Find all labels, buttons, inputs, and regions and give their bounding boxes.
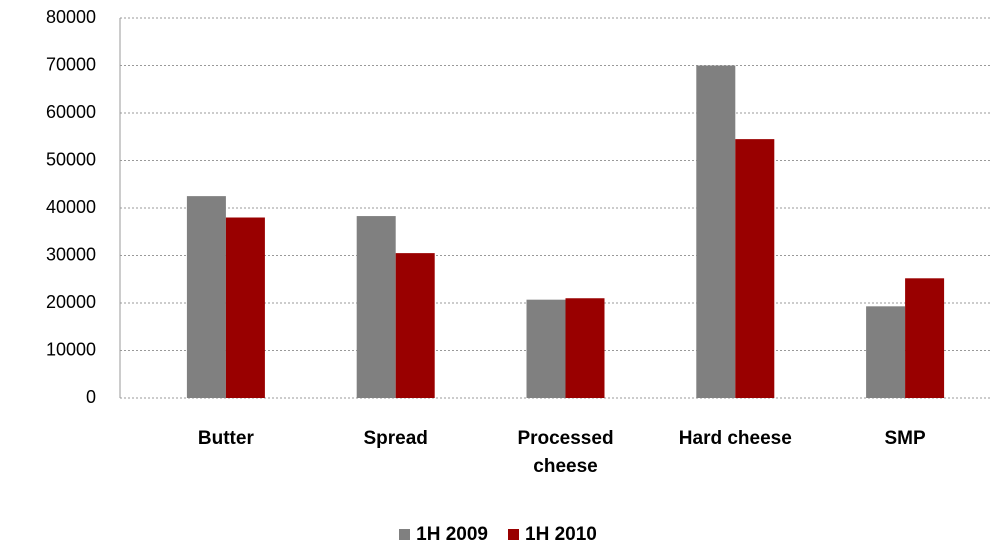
legend-swatch (508, 529, 519, 540)
y-tick-label: 30000 (46, 244, 96, 264)
x-tick-label: Hard cheese (678, 428, 792, 449)
x-tick-label: SMP (884, 428, 926, 449)
x-tick-label: Spread (363, 428, 428, 449)
x-tick-label: Butter (197, 428, 254, 449)
bar (696, 65, 736, 398)
y-tick-label: 0 (86, 387, 96, 407)
y-tick-label: 50000 (46, 149, 96, 169)
bar (225, 217, 265, 398)
bar (356, 216, 396, 398)
y-tick-label: 20000 (46, 292, 96, 312)
bar (186, 196, 226, 398)
legend-label: 1H 2010 (525, 524, 597, 545)
y-tick-label: 10000 (46, 339, 96, 359)
legend-item: 1H 2009 (399, 524, 488, 546)
bar (395, 253, 435, 398)
x-tick-label: Processed cheese (517, 428, 614, 477)
bar (866, 306, 906, 398)
bar (565, 298, 605, 398)
bar (735, 139, 775, 398)
legend-swatch (399, 529, 411, 540)
legend-label: 1H 2009 (416, 524, 488, 545)
y-tick-label: 60000 (46, 102, 96, 122)
legend: 1H 2009 1H 2010 (0, 524, 996, 546)
y-tick-label: 80000 (46, 7, 96, 27)
bar (526, 299, 566, 398)
y-tick-label: 70000 (46, 54, 96, 74)
legend-item: 1H 2010 (508, 524, 597, 546)
y-tick-label: 40000 (46, 197, 96, 217)
bar (905, 278, 945, 398)
